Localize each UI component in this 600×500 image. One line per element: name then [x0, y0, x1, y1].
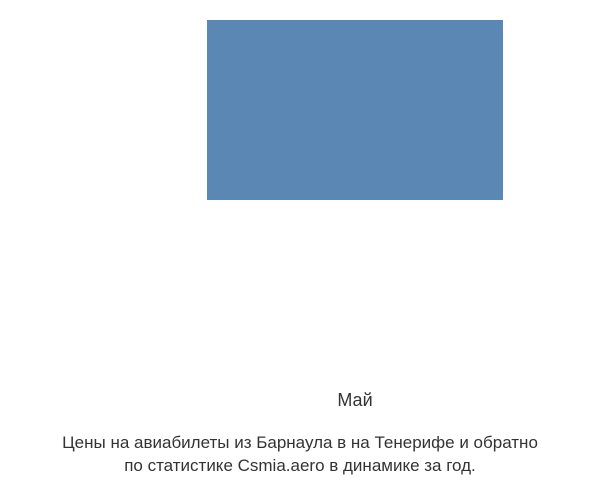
- caption-line: по статистике Csmia.aero в динамике за г…: [0, 455, 600, 478]
- price-chart: 96267 ₽96266.8 ₽96266.6 ₽96266.4 ₽96266.…: [0, 0, 600, 500]
- chart-caption: Цены на авиабилеты из Барнаула в на Тене…: [0, 432, 600, 478]
- bar: [207, 20, 503, 200]
- x-tick-label: Май: [170, 390, 540, 411]
- caption-line: Цены на авиабилеты из Барнаула в на Тене…: [0, 432, 600, 455]
